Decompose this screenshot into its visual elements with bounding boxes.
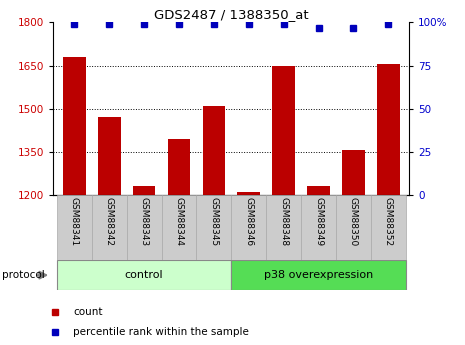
- Text: count: count: [73, 307, 103, 317]
- Bar: [98, 117, 120, 195]
- Text: GSM88343: GSM88343: [140, 197, 149, 246]
- Text: GSM88344: GSM88344: [174, 197, 184, 246]
- Bar: [238, 192, 260, 195]
- Bar: [301, 195, 336, 260]
- Text: GSM88352: GSM88352: [384, 197, 393, 246]
- Bar: [162, 195, 196, 260]
- Text: control: control: [125, 270, 164, 280]
- Text: GSM88342: GSM88342: [105, 197, 114, 246]
- Text: GSM88348: GSM88348: [279, 197, 288, 246]
- Bar: [63, 57, 86, 195]
- Text: percentile rank within the sample: percentile rank within the sample: [73, 327, 249, 337]
- Text: protocol: protocol: [2, 270, 45, 280]
- Bar: [126, 195, 162, 260]
- Bar: [168, 139, 190, 195]
- Bar: [307, 186, 330, 195]
- Text: GSM88349: GSM88349: [314, 197, 323, 246]
- Bar: [232, 195, 266, 260]
- Text: GSM88341: GSM88341: [70, 197, 79, 246]
- Bar: [203, 106, 225, 195]
- Bar: [342, 150, 365, 195]
- Bar: [92, 195, 126, 260]
- Text: GSM88346: GSM88346: [244, 197, 253, 246]
- Bar: [133, 186, 155, 195]
- Bar: [371, 195, 405, 260]
- Bar: [336, 195, 371, 260]
- Bar: [232, 260, 405, 290]
- Bar: [57, 195, 92, 260]
- Text: p38 overexpression: p38 overexpression: [264, 270, 373, 280]
- Bar: [57, 260, 232, 290]
- Bar: [266, 195, 301, 260]
- Title: GDS2487 / 1388350_at: GDS2487 / 1388350_at: [154, 8, 309, 21]
- Text: GSM88350: GSM88350: [349, 197, 358, 246]
- Bar: [196, 195, 232, 260]
- Text: GSM88345: GSM88345: [209, 197, 219, 246]
- Bar: [377, 64, 399, 195]
- Bar: [272, 66, 295, 195]
